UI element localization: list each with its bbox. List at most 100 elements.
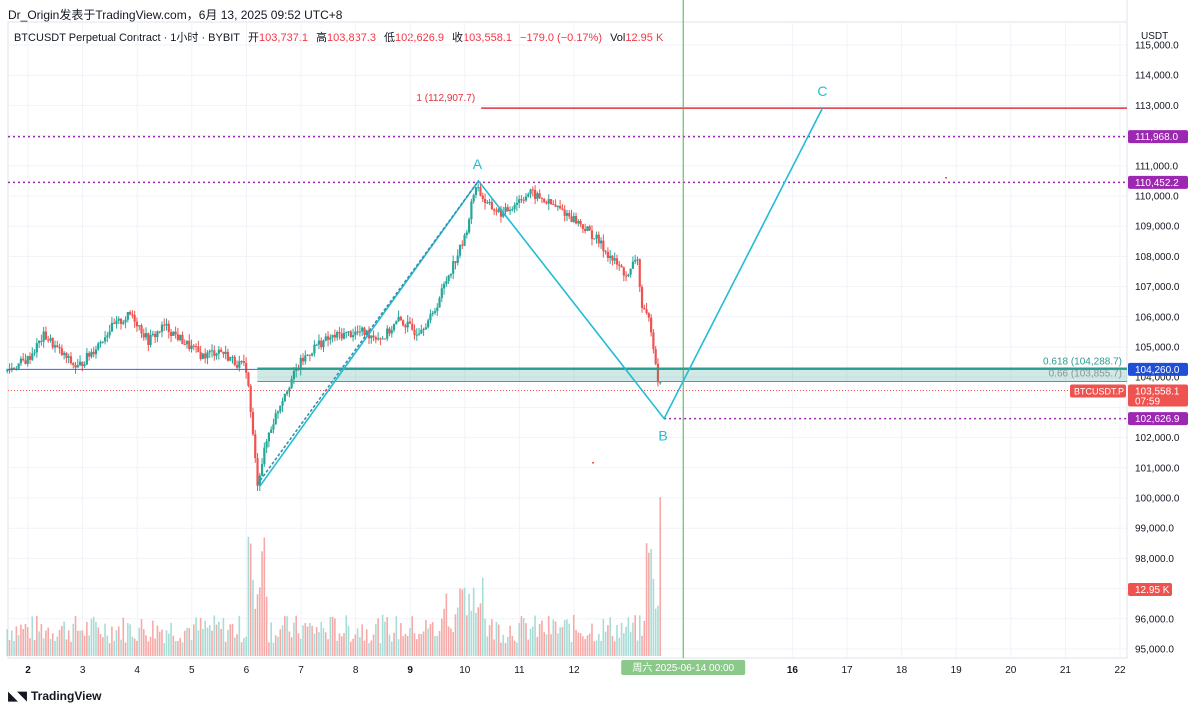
time-tick-label: 8 <box>353 665 359 676</box>
volume-bar <box>397 639 400 656</box>
open-value: 103,737.1 <box>259 32 308 44</box>
candle-body <box>440 288 443 299</box>
volume-bar <box>104 623 106 656</box>
volume-bar <box>415 639 418 656</box>
volume-bar <box>509 625 511 656</box>
candle-body <box>458 244 462 256</box>
volume-bar <box>643 620 646 656</box>
candle-body <box>347 331 350 333</box>
candle-body <box>113 322 116 324</box>
candle-body <box>370 335 373 339</box>
candle-body <box>631 261 635 269</box>
last-price-tag-text: 103,558.1 <box>1135 387 1180 398</box>
candle-body <box>49 338 52 341</box>
volume-bar <box>613 641 616 656</box>
volume-bar <box>117 626 120 656</box>
volume-bar <box>133 638 136 656</box>
tradingview-logo[interactable]: ◣◥ TradingView <box>8 688 101 704</box>
candle-body <box>163 324 166 326</box>
volume-bar <box>393 632 395 656</box>
candle-body <box>270 429 273 433</box>
volume-bar <box>354 634 357 656</box>
volume-bar <box>11 630 13 656</box>
volume-bar <box>623 633 625 656</box>
volume-bar <box>559 627 561 656</box>
candle-body <box>351 335 355 338</box>
price-tick-label: 111,000.0 <box>1135 161 1178 172</box>
volume-bar <box>322 628 325 656</box>
candle-body <box>481 195 484 200</box>
volume-bar <box>58 629 61 656</box>
volume-bar <box>97 627 100 656</box>
price-tick-label: 95,000.0 <box>1135 645 1174 656</box>
candle-body <box>92 351 95 355</box>
candle-body <box>176 334 179 340</box>
volume-bar <box>529 628 532 656</box>
candle-body <box>279 405 282 412</box>
grid-lines <box>8 22 1127 658</box>
volume-bar <box>231 623 234 656</box>
time-tick-label: 16 <box>787 665 799 676</box>
volume-bar <box>582 636 584 656</box>
volume-bar <box>106 635 109 656</box>
price-tick-label: 102,000.0 <box>1135 433 1180 444</box>
volume-bar <box>142 629 145 656</box>
candle-body <box>276 411 280 414</box>
volume-bar <box>190 639 193 656</box>
volume-bar <box>138 627 141 656</box>
candle-body <box>520 199 523 201</box>
volume-bar <box>641 635 643 656</box>
volume-bar <box>450 628 452 656</box>
candle-body <box>272 424 275 430</box>
symbol-tag-text: BTCUSDT.P <box>1074 387 1124 397</box>
volume-bar <box>86 622 88 656</box>
candle-body <box>129 311 132 315</box>
candle-body <box>408 321 412 324</box>
abc-wave-line <box>259 107 824 487</box>
candle-body <box>215 353 218 356</box>
candle-body <box>110 322 114 332</box>
candle-body <box>317 340 321 345</box>
candle-body <box>33 352 36 354</box>
candle-body <box>329 337 332 340</box>
candle-body <box>356 331 359 333</box>
candle-body <box>579 221 582 225</box>
price-axis-unit[interactable]: USDT <box>1141 31 1169 42</box>
volume-bar <box>461 589 464 656</box>
tradingview-logo-icon: ◣◥ <box>8 688 27 703</box>
candle-body <box>438 298 441 308</box>
candle-body <box>538 193 541 198</box>
candle-body <box>554 204 557 207</box>
price-tick-label: 113,000.0 <box>1135 101 1179 112</box>
volume-bar <box>20 624 22 656</box>
candle-body <box>60 348 63 355</box>
candle-body <box>540 197 544 199</box>
volume-bar <box>263 537 266 656</box>
candle-body <box>260 464 264 476</box>
volume-bar <box>318 632 320 656</box>
close-label: 收 <box>452 32 464 44</box>
time-tick-label: 3 <box>80 665 86 676</box>
volume-bar <box>518 623 520 656</box>
candle-body <box>613 258 616 261</box>
time-tick-label: 9 <box>407 665 413 676</box>
volume-bar <box>557 633 559 656</box>
price-tick-label: 106,000.0 <box>1135 312 1180 323</box>
candle-body <box>574 215 578 224</box>
candle-body <box>654 349 657 364</box>
candle-body <box>108 331 111 336</box>
fib-066-label: 0.66 (103,855.7) <box>1049 369 1122 380</box>
candle-body <box>258 475 261 486</box>
symbol-title[interactable]: BTCUSDT Perpetual Contract · 1小时 · BYBIT <box>14 32 240 44</box>
candle-body <box>622 267 625 276</box>
candle-body <box>115 320 118 324</box>
volume-bar <box>395 616 398 656</box>
volume-bar <box>479 603 482 656</box>
candle-body <box>588 226 591 231</box>
volume-bar <box>441 618 443 656</box>
volume-bar <box>170 622 172 656</box>
volume-bar <box>525 623 527 656</box>
candle-body <box>22 358 25 361</box>
volume-bar <box>181 642 184 656</box>
